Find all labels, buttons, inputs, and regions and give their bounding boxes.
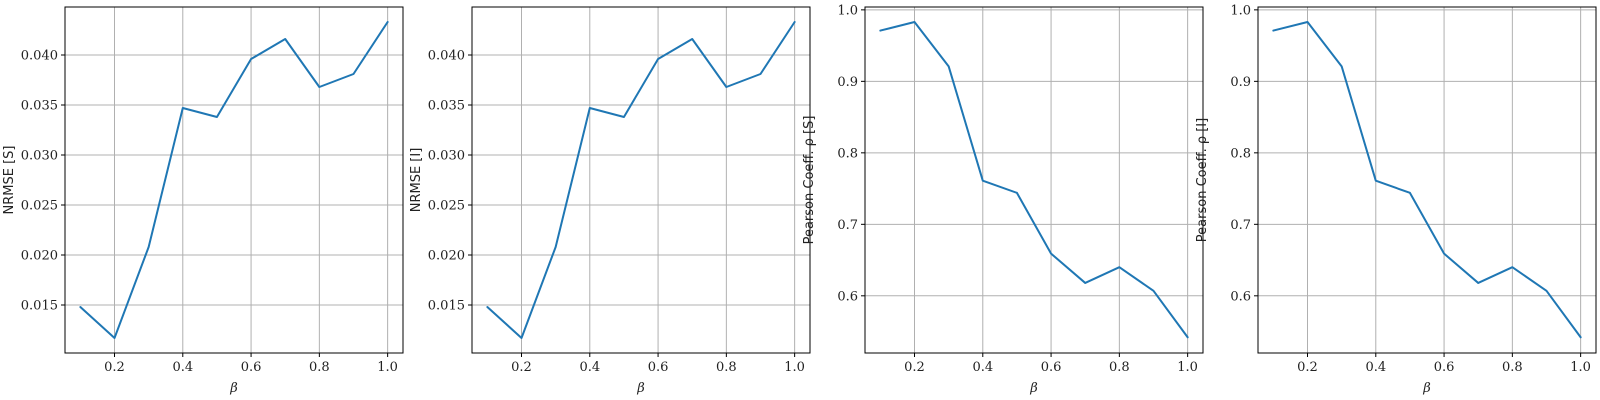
x-tick-label: 0.6 [1041,360,1062,375]
y-tick-label: 0.020 [428,249,465,264]
y-tick-label: 1.0 [1230,3,1251,18]
x-tick-label: 0.6 [1434,360,1455,375]
x-tick-label: 0.8 [716,360,737,375]
series-line [79,21,389,339]
y-axis-label: Pearson Coeff. ρ [I] [1195,118,1210,242]
y-tick-label: 0.7 [837,218,858,233]
y-axis-label: NRMSE [S] [2,146,17,215]
plot-frame [471,6,811,354]
y-tick-label: 0.9 [1230,75,1251,90]
series-line [1272,21,1582,339]
series-line [486,21,796,339]
y-tick-label: 0.6 [837,289,858,304]
x-tick-label: 1.0 [1570,360,1591,375]
y-tick-label: 1.0 [837,3,858,18]
y-tick-label: 0.030 [21,149,58,164]
x-tick-label: 0.4 [172,360,193,375]
y-tick-label: 0.025 [21,199,58,214]
plot-frame [1257,6,1597,354]
chart-panel-2: 0.2 0.4 0.6 0.8 1.0 0.015 0.020 0.025 0.030 0.035… [409,6,811,396]
y-tick-label: 0.040 [428,49,465,64]
x-tick-label: 0.2 [104,360,125,375]
x-tick-label: 0.8 [1502,360,1523,375]
y-tick-label: 0.8 [837,146,858,161]
series-line [879,21,1189,339]
y-axis-label: NRMSE [I] [409,148,424,213]
y-tick-label: 0.7 [1230,218,1251,233]
y-tick-label: 0.035 [21,99,58,114]
y-tick-label: 0.015 [21,299,58,314]
x-tick-label: 0.2 [1297,360,1318,375]
x-tick-label: 0.8 [309,360,330,375]
x-tick-label: 0.4 [579,360,600,375]
y-tick-label: 0.8 [1230,146,1251,161]
x-tick-label: 0.6 [648,360,669,375]
x-tick-label: 1.0 [1177,360,1198,375]
y-axis-label: Pearson Coeff. ρ [S] [802,116,817,245]
x-tick-label: 1.0 [377,360,398,375]
x-tick-label: 0.2 [904,360,925,375]
x-tick-label: 0.6 [241,360,262,375]
y-tick-label: 0.030 [428,149,465,164]
chart-panel-1: 0.2 0.4 0.6 0.8 1.0 0.015 0.020 0.025 0.030 0.035… [2,6,404,396]
chart-panel-4: 0.2 0.4 0.6 0.8 1.0 0.6 0.7 0.8 0.9 1.0 β Pearson C… [1195,3,1597,396]
x-tick-label: 0.8 [1109,360,1130,375]
x-axis-label: β [1029,381,1038,396]
y-tick-label: 0.025 [428,199,465,214]
y-tick-label: 0.6 [1230,289,1251,304]
x-axis-label: β [1422,381,1431,396]
chart-panel-3: 0.2 0.4 0.6 0.8 1.0 0.6 0.7 0.8 0.9 1.0 β Pearson C… [802,3,1204,396]
x-tick-label: 0.4 [1365,360,1386,375]
y-tick-label: 0.9 [837,75,858,90]
plot-frame [864,6,1204,354]
x-axis-label: β [229,381,238,396]
x-axis-label: β [636,381,645,396]
y-tick-label: 0.020 [21,249,58,264]
x-tick-label: 1.0 [784,360,805,375]
x-tick-label: 0.4 [972,360,993,375]
plot-frame [64,6,404,354]
y-tick-label: 0.035 [428,99,465,114]
y-tick-label: 0.040 [21,49,58,64]
y-tick-label: 0.015 [428,299,465,314]
x-tick-label: 0.2 [511,360,532,375]
